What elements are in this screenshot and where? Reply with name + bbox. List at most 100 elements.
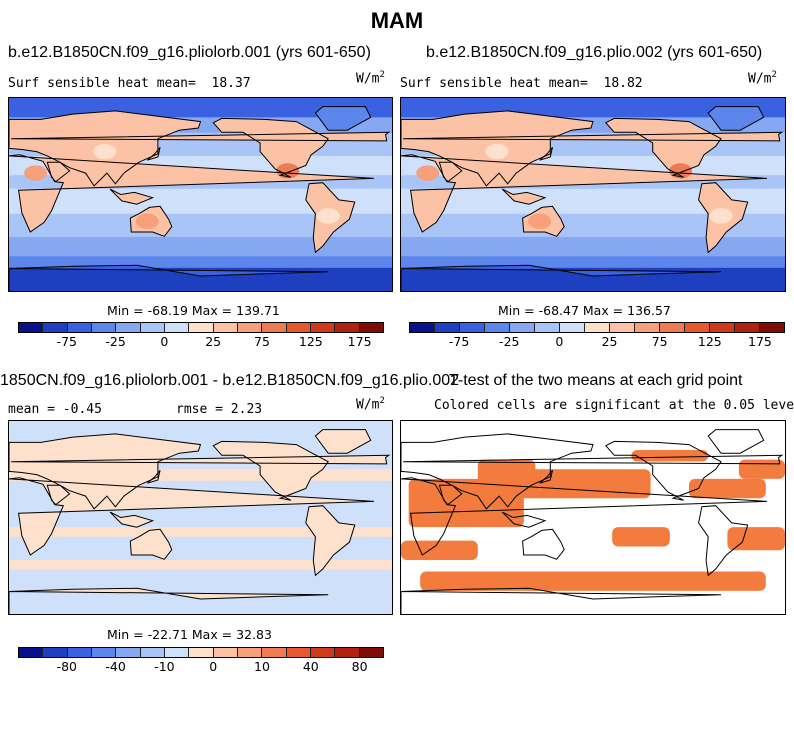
ocean-band <box>401 236 785 257</box>
colorbar-tick-label: 0 <box>160 334 169 349</box>
coastline <box>707 429 765 454</box>
land-fill <box>9 265 329 291</box>
colorbar-swatch <box>67 323 92 332</box>
diff-band <box>9 527 392 537</box>
coastline <box>539 146 553 161</box>
colorbar-swatch <box>335 648 360 657</box>
coastline <box>401 433 594 510</box>
coastline <box>698 182 749 254</box>
panel2-map <box>400 97 786 292</box>
colorbar-swatch <box>140 648 165 657</box>
land-fill <box>403 132 782 141</box>
world-map <box>401 98 785 291</box>
coastline <box>522 205 565 237</box>
diff-band <box>9 469 392 481</box>
colorbar-swatch <box>189 323 214 332</box>
land-fill <box>708 106 764 131</box>
significant-region <box>516 469 651 499</box>
land-fill <box>9 588 329 614</box>
colorbar-tick-label: 10 <box>254 659 270 674</box>
colorbar-swatch <box>410 323 435 332</box>
colorbar-tick-label: -75 <box>448 334 470 349</box>
colorbar-swatch <box>286 648 311 657</box>
panel3-title: 1850CN.f09_g16.pliolorb.001 - b.e12.B185… <box>0 372 460 389</box>
colorbar-swatch <box>685 323 710 332</box>
colorbar-swatch <box>237 648 263 657</box>
coastline <box>146 469 161 484</box>
colorbar-tick-label: 125 <box>697 334 722 349</box>
land-fill <box>213 118 329 178</box>
coastline <box>11 454 391 465</box>
significant-region <box>401 540 478 560</box>
coastline <box>401 477 767 556</box>
colorbar-swatch <box>635 323 660 332</box>
coastline <box>146 146 161 161</box>
colorbar-swatch <box>91 648 117 657</box>
heat-spot <box>528 213 552 230</box>
colorbar-tick-label: 25 <box>601 334 618 349</box>
figure-title: MAM <box>370 8 424 33</box>
coastline <box>501 188 547 205</box>
colorbar-2 <box>409 322 785 333</box>
colorbar-tick-label: -25 <box>499 334 520 349</box>
colorbar-swatch <box>43 323 68 332</box>
colorbar-swatch <box>610 323 635 332</box>
colorbar-swatch <box>43 648 68 657</box>
colorbar-swatch <box>262 323 287 332</box>
colorbar-swatch <box>660 323 685 332</box>
land-fill <box>605 118 721 178</box>
coastline <box>522 528 565 560</box>
coastline <box>9 154 374 233</box>
land-fill <box>110 189 153 205</box>
significant-region <box>631 449 709 462</box>
panel2-mean: 18.82 <box>603 76 643 91</box>
panel3-mean: mean = -0.45 <box>8 402 102 417</box>
coastline <box>314 106 372 131</box>
panel3-units: W/m2 <box>356 396 385 413</box>
panel2-title: b.e12.B1850CN.f09_g16.plio.002 (yrs 601-… <box>426 44 763 61</box>
colorbar-swatch <box>67 648 92 657</box>
coastline <box>109 188 155 205</box>
ocean-band <box>401 213 785 238</box>
significant-region <box>738 459 785 479</box>
significant-region <box>420 571 766 591</box>
colorbar-swatch <box>189 648 214 657</box>
land-fill <box>47 485 70 505</box>
colorbar-swatch <box>213 323 238 332</box>
coastline <box>46 484 71 506</box>
colorbar-swatch <box>116 323 141 332</box>
colorbar-swatch <box>310 648 336 657</box>
colorbar-swatch <box>485 323 510 332</box>
colorbar-swatch <box>213 648 238 657</box>
coastline <box>212 440 329 501</box>
colorbar-swatch <box>435 323 460 332</box>
land-fill <box>315 106 371 131</box>
colorbar-swatch <box>359 323 383 332</box>
heat-spot <box>135 213 159 230</box>
coastline <box>9 264 329 291</box>
colorbar-swatch <box>19 648 44 657</box>
colorbar-1 <box>18 322 384 333</box>
land-fill <box>401 265 721 291</box>
colorbar-swatch <box>140 323 165 332</box>
colorbar-tick-label: 175 <box>747 334 772 349</box>
world-map <box>401 421 785 614</box>
panel1-units: W/m2 <box>356 70 385 87</box>
coastline <box>403 131 784 142</box>
colorbar-swatch <box>164 648 190 657</box>
colorbar-tick-label: 40 <box>302 659 319 674</box>
panel3-map <box>8 420 393 615</box>
significant-region <box>727 527 785 551</box>
coastline <box>401 264 722 291</box>
coastline <box>401 154 767 233</box>
colorbar-tick-label: 125 <box>298 334 323 349</box>
panel4-subtitle: Colored cells are significant at the 0.0… <box>434 398 794 413</box>
land-fill <box>130 529 172 560</box>
colorbar-swatch <box>19 323 44 332</box>
coastline <box>212 117 329 178</box>
coastline <box>305 505 356 577</box>
colorbar-tick-label: 75 <box>254 334 270 349</box>
colorbar-swatch <box>560 323 585 332</box>
colorbar-swatch <box>510 323 535 332</box>
world-map <box>9 98 392 291</box>
